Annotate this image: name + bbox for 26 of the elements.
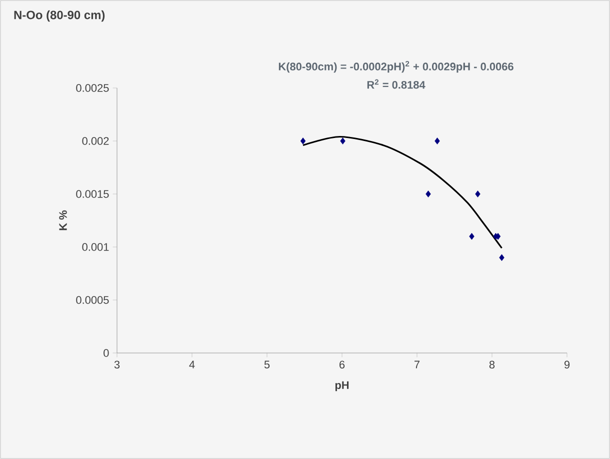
x-tick-label: 3: [114, 360, 120, 369]
y-tick-label: 0.0025: [76, 84, 109, 92]
x-tick-label: 6: [340, 360, 345, 369]
point: [434, 138, 440, 144]
point: [340, 138, 346, 144]
x-tick-label: 7: [414, 360, 420, 368]
y-tick-label: 0: [104, 349, 109, 357]
line-series: [302, 136, 503, 249]
x-tick-label: 5: [264, 360, 270, 368]
x-tick-label: 8: [489, 360, 495, 369]
x-axis-title: pH: [335, 381, 349, 392]
y-tick-label: 0.002: [82, 137, 109, 145]
point: [469, 232, 474, 240]
text: K(80-90cm) = -0.0002pH)$^{2}$ + 0.0029pH - 0.0066: [278, 60, 514, 73]
point: [499, 254, 504, 261]
y-axis-title: K %: [59, 210, 67, 230]
chart-title: N-Oo (80-90 cm): [14, 10, 105, 22]
annotation: R$^{2}$ = 0.8184: [367, 79, 426, 89]
y-tick-label: 0.0005: [76, 296, 109, 304]
x-tick-label: 4: [189, 360, 195, 368]
y-tick-label: 0.0015: [76, 190, 109, 198]
y-tick-label: 0.001: [82, 243, 109, 251]
point: [475, 190, 480, 198]
point: [300, 138, 306, 144]
point: [426, 190, 431, 198]
x-tick-label: 9: [564, 360, 570, 369]
